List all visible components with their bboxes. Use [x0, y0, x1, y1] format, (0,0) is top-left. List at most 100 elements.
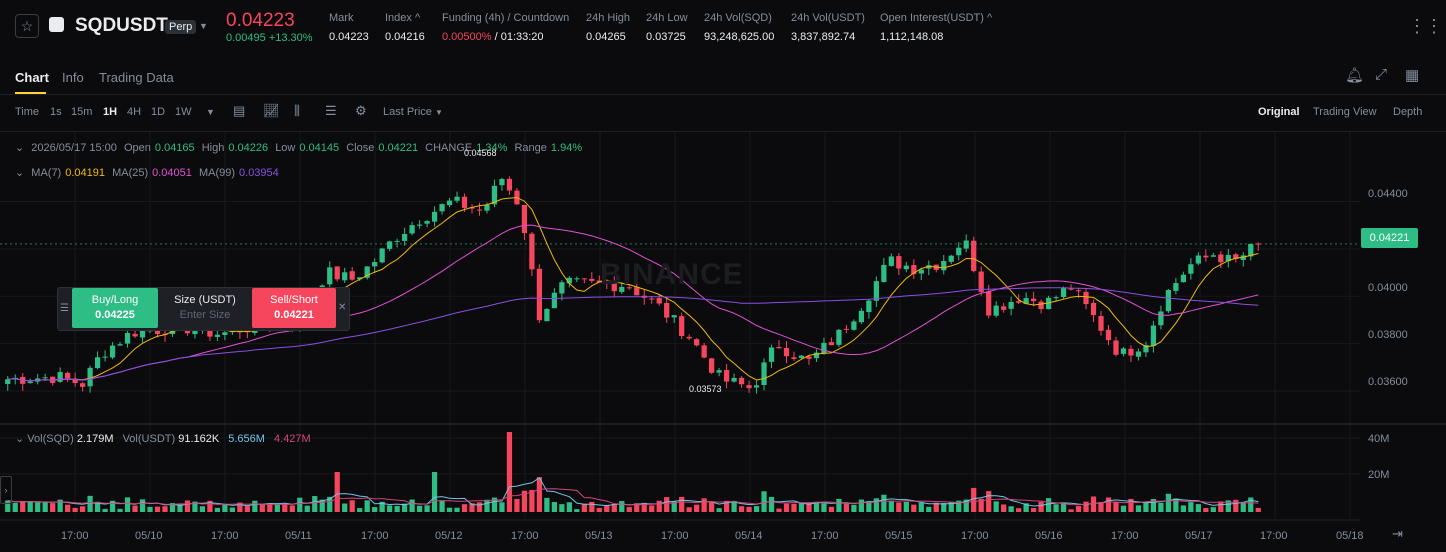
close-icon[interactable]: ✕ [338, 302, 347, 313]
candle-body [124, 332, 131, 344]
volume-bar [35, 502, 41, 512]
candle-body [132, 333, 138, 337]
stat-24h-high: 24h High 0.04265 [586, 12, 630, 43]
divider [0, 131, 1446, 132]
layout-grid-icon[interactable]: ▦ [1405, 67, 1420, 84]
interval-15m[interactable]: 15m [71, 106, 93, 118]
symbol-name[interactable]: SQDUSDT [75, 15, 168, 36]
candle-body [574, 278, 580, 280]
size-input[interactable] [163, 308, 247, 322]
ma-line [7, 224, 1259, 382]
drag-handle-icon[interactable]: ☰ [60, 303, 69, 314]
open-value: 0.04165 [154, 142, 195, 154]
volume-bar [327, 496, 333, 512]
candle-body [109, 345, 116, 358]
candle-body [709, 358, 715, 373]
candle-type-icon[interactable]: ⫼ [294, 103, 300, 118]
favorite-star-icon[interactable]: ☆ [15, 14, 39, 38]
volume-bar [694, 504, 700, 512]
indicator-icon[interactable]: 📈︎ [263, 103, 280, 118]
symbol-dropdown-icon[interactable]: ▼ [199, 21, 208, 31]
candle-body [1135, 351, 1142, 357]
candle-body [154, 330, 161, 335]
legend-collapse-icon[interactable]: ⌄ [15, 142, 25, 154]
volume-bar [484, 499, 490, 512]
volume-bar [319, 499, 325, 512]
candle-body [776, 346, 782, 349]
stat-24h-vol-sqd: 24h Vol(SQD) 93,248,625.00 [704, 12, 774, 43]
sell-short-button[interactable]: Sell/Short 0.04221 [252, 288, 336, 328]
buy-price: 0.04225 [95, 309, 135, 321]
volume-bar [911, 504, 917, 512]
gear-icon[interactable]: ⚙ [355, 103, 367, 118]
vol-usdt-value: 91.162K [178, 433, 220, 445]
buy-label: Buy/Long [91, 294, 139, 306]
volume-bar [334, 472, 340, 512]
volume-bar [1165, 493, 1172, 512]
candle-body [731, 377, 737, 382]
stat-open-interest[interactable]: Open Interest(USDT) ^ 1,112,148.08 [880, 12, 992, 43]
tab-trading-data[interactable]: Trading Data [99, 70, 174, 85]
candle-body [926, 265, 932, 269]
view-trading-view[interactable]: Trading View [1313, 106, 1377, 118]
volume-bar [986, 491, 992, 512]
volume-grid [0, 437, 1360, 475]
candle-body [888, 256, 894, 266]
candle-body [626, 287, 632, 289]
volume-bar [1053, 504, 1059, 512]
volume-bar [1210, 507, 1216, 512]
more-options-icon[interactable]: ⋮⋮ [1408, 16, 1443, 36]
volume-bar [948, 501, 954, 512]
interval-dropdown-icon[interactable]: ▼ [206, 107, 215, 117]
volume-bar [753, 506, 760, 512]
ohlc-legend: ⌄ 2026/05/17 15:00 Open 0.04165 High 0.042… [15, 141, 586, 154]
interval-1s[interactable]: 1s [50, 106, 62, 118]
settings-sliders-icon[interactable]: ☰ [325, 103, 337, 118]
volume-bar [619, 501, 625, 512]
volume-bar [716, 508, 722, 512]
candle-body [1225, 254, 1231, 262]
interval-1d[interactable]: 1D [151, 106, 166, 118]
x-tick: 05/10 [135, 530, 163, 542]
view-depth[interactable]: Depth [1393, 106, 1423, 118]
buy-long-button[interactable]: Buy/Long 0.04225 [72, 288, 158, 328]
tab-chart[interactable]: Chart [15, 70, 49, 85]
legend-collapse-icon[interactable]: ⌄ [15, 167, 25, 179]
volume-bar [971, 487, 977, 512]
expand-icon[interactable]: ⤢ [1375, 66, 1388, 83]
volume-bar [469, 503, 475, 512]
vol-ma-b-value: 4.427M [274, 433, 311, 445]
volume-bar [1120, 505, 1127, 512]
ma99-label: MA(99) [198, 167, 236, 179]
candle-body [821, 342, 827, 354]
candle-body [881, 264, 887, 282]
price-chart[interactable] [0, 132, 1446, 552]
volume-bar [416, 505, 423, 512]
volume-bar [424, 505, 430, 512]
price-type-select[interactable]: Last Price ▼ [383, 106, 443, 118]
volume-bar [559, 504, 565, 512]
candle-body [941, 261, 947, 271]
candle-body [1210, 255, 1216, 257]
candle-body [746, 385, 752, 389]
calendar-icon[interactable]: ▤ [233, 103, 246, 118]
tab-info[interactable]: Info [62, 70, 84, 85]
bell-icon[interactable]: 🔔︎ [1345, 67, 1365, 84]
interval-4h[interactable]: 4H [127, 106, 142, 118]
legend-collapse-icon[interactable]: ⌄ [15, 433, 25, 445]
volume-bar [574, 509, 580, 512]
interval-1w[interactable]: 1W [175, 106, 192, 118]
stat-index[interactable]: Index ^ 0.04216 [385, 12, 425, 43]
side-panel-toggle-icon[interactable]: › [0, 476, 12, 504]
volume-bar [244, 506, 250, 512]
candle-body [1233, 254, 1239, 259]
x-tick: 05/13 [585, 530, 613, 542]
candle-body [611, 283, 617, 292]
volume-bar [237, 502, 243, 512]
volume-bar [132, 505, 138, 512]
interval-1h[interactable]: 1H [103, 106, 118, 118]
view-original[interactable]: Original [1258, 106, 1300, 118]
stat-value: 3,837,892.74 [791, 31, 856, 43]
candle-body [1255, 243, 1261, 245]
scroll-to-latest-icon[interactable]: ⇥ [1392, 526, 1403, 541]
